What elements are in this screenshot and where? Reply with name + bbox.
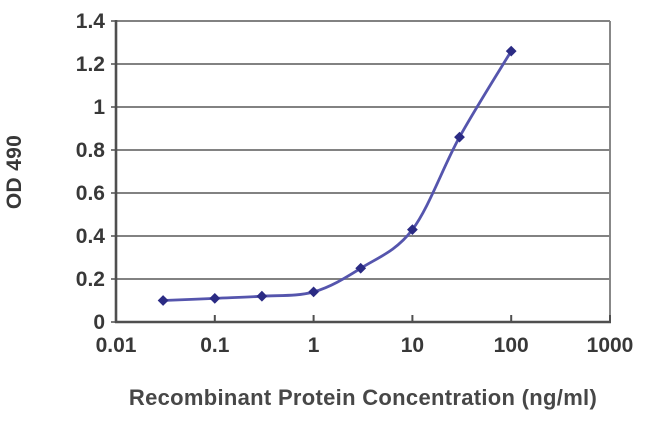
x-tick-label: 0.01 [96,334,137,357]
x-tick-label: 10 [401,334,424,357]
y-tick-label: 0.6 [76,182,105,205]
data-point-marker [209,293,221,304]
data-point-marker [157,295,169,306]
data-point-marker [355,262,367,274]
x-tick-label: 1 [308,334,320,357]
y-tick-label: 0.2 [76,268,105,291]
y-tick-label: 1.2 [76,53,105,76]
data-point-marker [505,45,517,57]
tick-labels-group: 0 0.2 0.4 0.6 0.8 1 1.2 1.4 0.01 0.1 1 10 100 1000 [76,10,634,357]
gridlines-group [111,20,611,324]
x-axis-title: Recombinant Protein Concentration (ng/ml… [129,385,597,410]
y-axis-title: OD 490 [3,135,26,209]
data-point-marker [454,131,465,143]
y-tick-label: 0.8 [76,139,106,162]
y-tick-label: 0 [93,311,105,334]
data-point-marker [256,290,268,302]
y-tick-label: 1 [93,96,105,119]
data-series-group [157,45,517,306]
data-point-marker [407,224,418,235]
y-tick-label: 1.4 [76,10,106,33]
x-tick-label: 0.1 [200,334,230,357]
x-tick-label: 100 [494,334,529,357]
data-point-marker [308,286,319,298]
x-tick-label: 1000 [587,334,634,357]
series-line [161,49,513,302]
y-tick-label: 0.4 [76,225,106,248]
